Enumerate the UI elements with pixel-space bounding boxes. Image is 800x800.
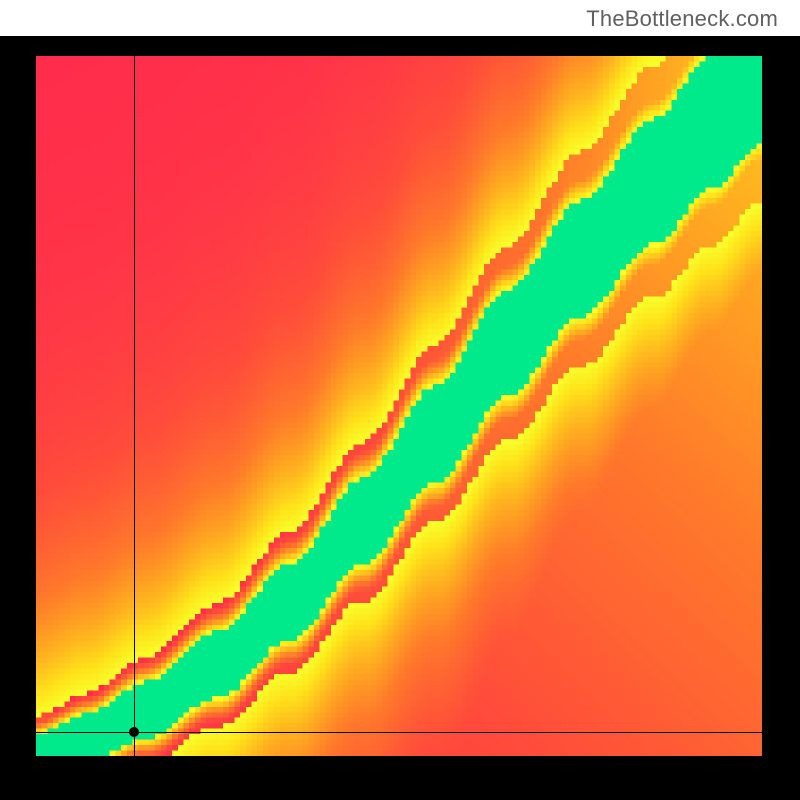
crosshair-vertical xyxy=(134,56,135,756)
plot-area xyxy=(36,56,762,756)
crosshair-horizontal xyxy=(36,732,762,733)
chart-container: TheBottleneck.com xyxy=(0,0,800,800)
marker-point[interactable] xyxy=(129,727,139,737)
chart-frame xyxy=(0,36,800,800)
watermark-text: TheBottleneck.com xyxy=(586,6,778,32)
heatmap-canvas xyxy=(36,56,762,756)
